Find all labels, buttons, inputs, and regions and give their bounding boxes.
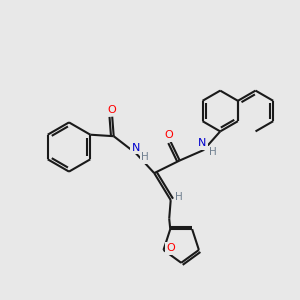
Text: O: O <box>108 105 117 115</box>
Text: N: N <box>198 138 206 148</box>
Text: H: H <box>141 152 149 162</box>
Text: O: O <box>167 243 176 254</box>
Text: H: H <box>209 147 217 158</box>
Text: N: N <box>131 142 140 153</box>
Text: O: O <box>165 130 174 140</box>
Text: H: H <box>175 191 183 202</box>
